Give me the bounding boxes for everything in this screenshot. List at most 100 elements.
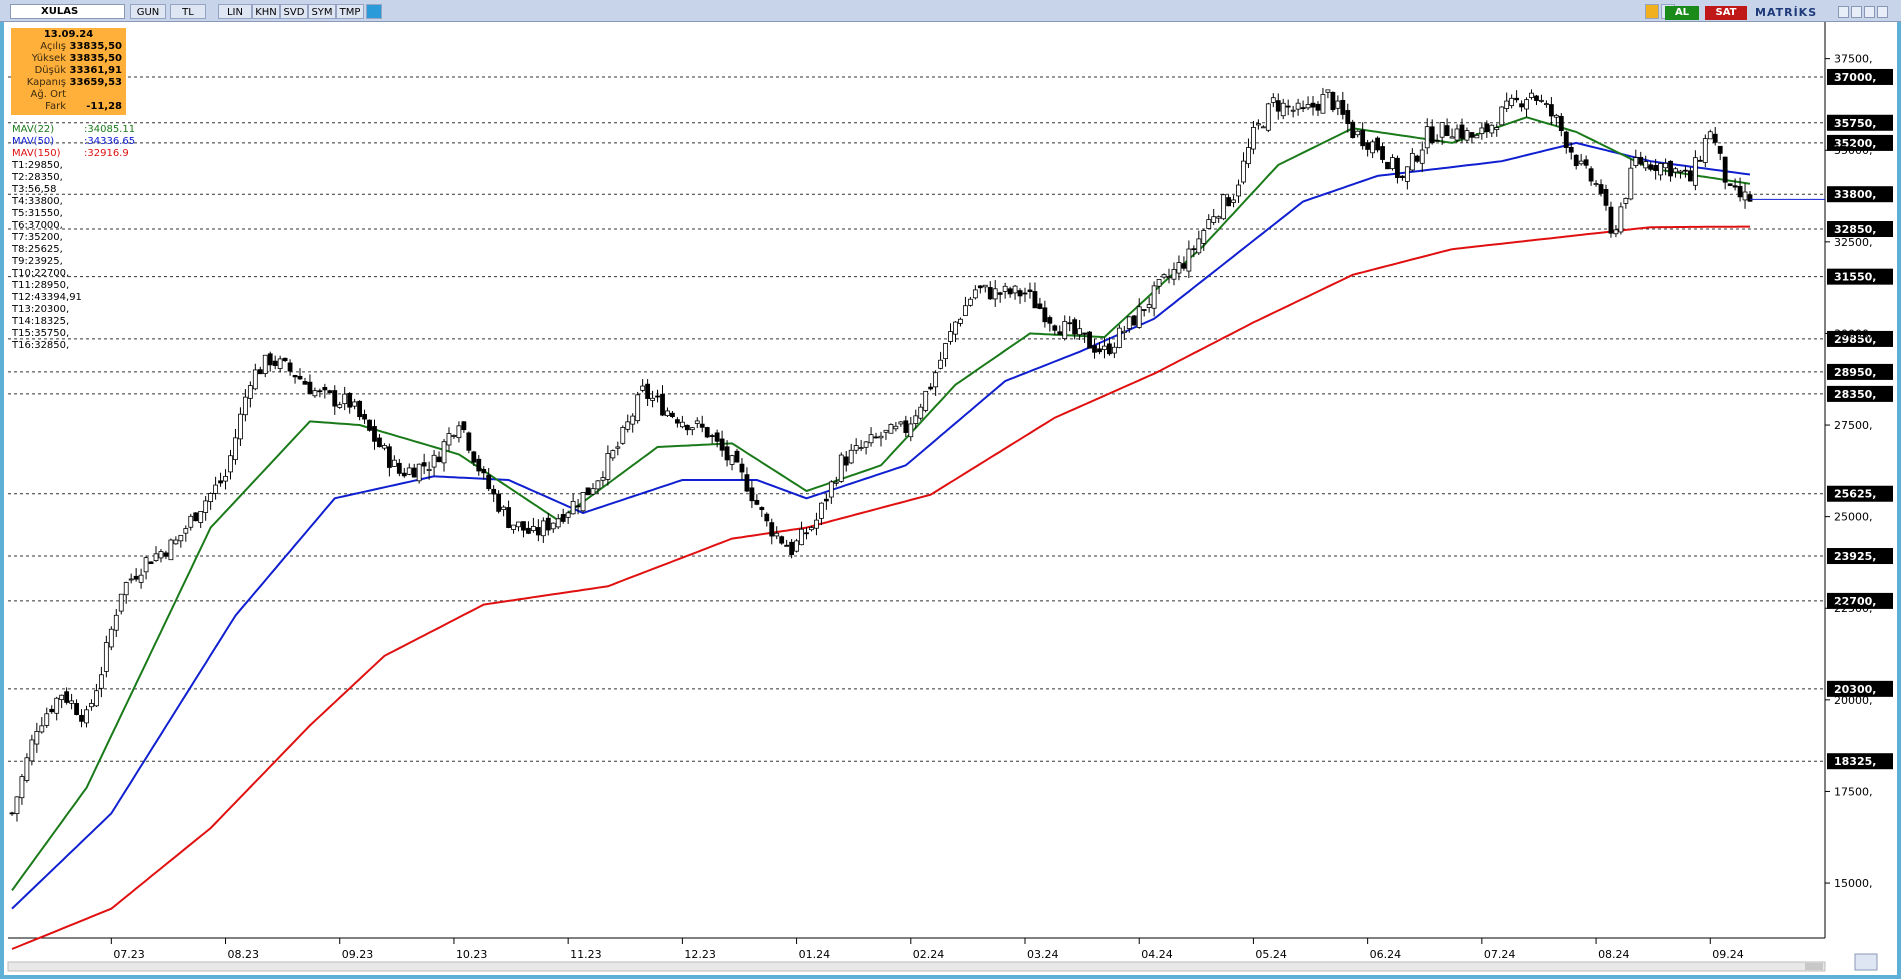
y-tick-label: 35000,: [1834, 144, 1873, 157]
candle-body: [1395, 157, 1400, 179]
khn-button[interactable]: KHN: [252, 4, 280, 19]
candle-body: [302, 381, 308, 385]
candle-body: [1558, 115, 1564, 132]
candle-body: [257, 369, 263, 375]
candle-body: [1007, 288, 1013, 295]
candle-body: [59, 694, 65, 701]
candle-body: [1340, 99, 1346, 115]
candle-body: [928, 386, 934, 390]
candle-body: [873, 436, 879, 439]
x-tick-label: 09.24: [1712, 948, 1744, 961]
candle-body: [570, 500, 576, 515]
twitter-icon[interactable]: [366, 4, 382, 19]
candle-body: [357, 400, 363, 418]
candle-body: [233, 437, 238, 461]
svd-button[interactable]: SVD: [280, 4, 308, 19]
mav22-legend-label: MAV(22): [12, 124, 55, 135]
low-value: 33361,91: [69, 65, 122, 76]
open-label: Açılış: [40, 41, 66, 52]
horizontal-scrollbar[interactable]: [7, 961, 1826, 972]
candle-body: [153, 553, 159, 561]
x-tick-label: 11.23: [570, 948, 602, 961]
candle-body: [332, 390, 338, 407]
tmp-button[interactable]: TMP: [336, 4, 364, 19]
candle-body: [1196, 238, 1202, 254]
candle-body: [645, 383, 651, 399]
candle-body: [1658, 163, 1664, 176]
candle-body: [1737, 185, 1743, 198]
candle-body: [84, 709, 89, 724]
candle-body: [238, 413, 243, 440]
y-tick-label: 15000,: [1834, 877, 1873, 890]
candle-body: [1087, 331, 1092, 349]
sym-button[interactable]: SYM: [308, 4, 336, 19]
minimize-icon[interactable]: [1851, 6, 1862, 18]
candle-body: [1067, 322, 1073, 325]
candle-body: [451, 435, 457, 437]
candle-body: [1350, 121, 1356, 139]
candle-body: [1310, 102, 1316, 108]
brand-logo: MATRİKS: [1755, 6, 1818, 19]
sell-button[interactable]: SAT: [1705, 6, 1747, 20]
chart-tool-icon[interactable]: [1854, 953, 1878, 971]
candle-body: [352, 401, 358, 407]
candle-body: [684, 424, 690, 431]
candle-body: [1489, 124, 1495, 134]
symbol-selector[interactable]: XULAS: [10, 4, 125, 19]
candle-body: [1464, 130, 1470, 141]
scrollbar-thumb[interactable]: [1805, 963, 1823, 970]
candle-body: [903, 420, 909, 433]
x-tick-label: 09.23: [342, 948, 374, 961]
help-icon[interactable]: [1838, 6, 1849, 18]
candle-body: [1628, 167, 1634, 200]
moving-averages: [11, 116, 1751, 950]
candle-body: [1697, 159, 1703, 162]
buy-button[interactable]: AL: [1665, 6, 1699, 20]
candle-body: [1211, 216, 1217, 223]
candle-body: [848, 449, 854, 464]
trend-level-item: T6:37000,: [12, 220, 63, 231]
flash-icon[interactable]: [1645, 4, 1659, 19]
candle-body: [809, 527, 814, 531]
candle-body: [1300, 107, 1306, 110]
candle-body: [481, 469, 487, 474]
mav50-legend-label: MAV(50): [12, 136, 55, 147]
candle-body: [128, 578, 134, 581]
candle-body: [188, 515, 194, 528]
candle-body: [516, 521, 521, 528]
candle-body: [396, 462, 402, 474]
level-badge: [1827, 268, 1893, 285]
candle-body: [1097, 348, 1102, 353]
candle-body: [446, 433, 452, 446]
currency-button[interactable]: TL: [170, 4, 206, 19]
candle-body: [39, 725, 45, 733]
candle-body: [1216, 216, 1222, 219]
candle-body: [814, 519, 819, 529]
open-value: 33835,50: [69, 41, 122, 52]
candle-body: [1419, 149, 1425, 164]
candle-body: [426, 468, 432, 472]
close-icon[interactable]: [1877, 6, 1888, 18]
candle-body: [1643, 161, 1649, 169]
candle-body: [486, 474, 492, 490]
candle-body: [963, 305, 968, 316]
period-button[interactable]: GUN: [130, 4, 166, 19]
candle-body: [531, 526, 536, 531]
candle-body: [1603, 189, 1609, 206]
trend-level-item: T16:32850,: [12, 340, 70, 351]
candle-body: [287, 362, 293, 372]
candle-body: [1578, 160, 1584, 165]
candle-body: [555, 518, 561, 528]
candle-body: [560, 514, 566, 522]
candle-body: [1732, 185, 1738, 188]
candle-body: [1404, 166, 1410, 182]
linear-scale-button[interactable]: LIN: [218, 4, 252, 19]
candle-body: [526, 527, 531, 534]
candle-body: [992, 288, 998, 300]
candle-body: [29, 739, 35, 762]
candle-body: [575, 505, 581, 508]
x-tick-label: 08.24: [1598, 948, 1630, 961]
x-tick-label: 07.24: [1484, 948, 1516, 961]
maximize-icon[interactable]: [1864, 6, 1875, 18]
